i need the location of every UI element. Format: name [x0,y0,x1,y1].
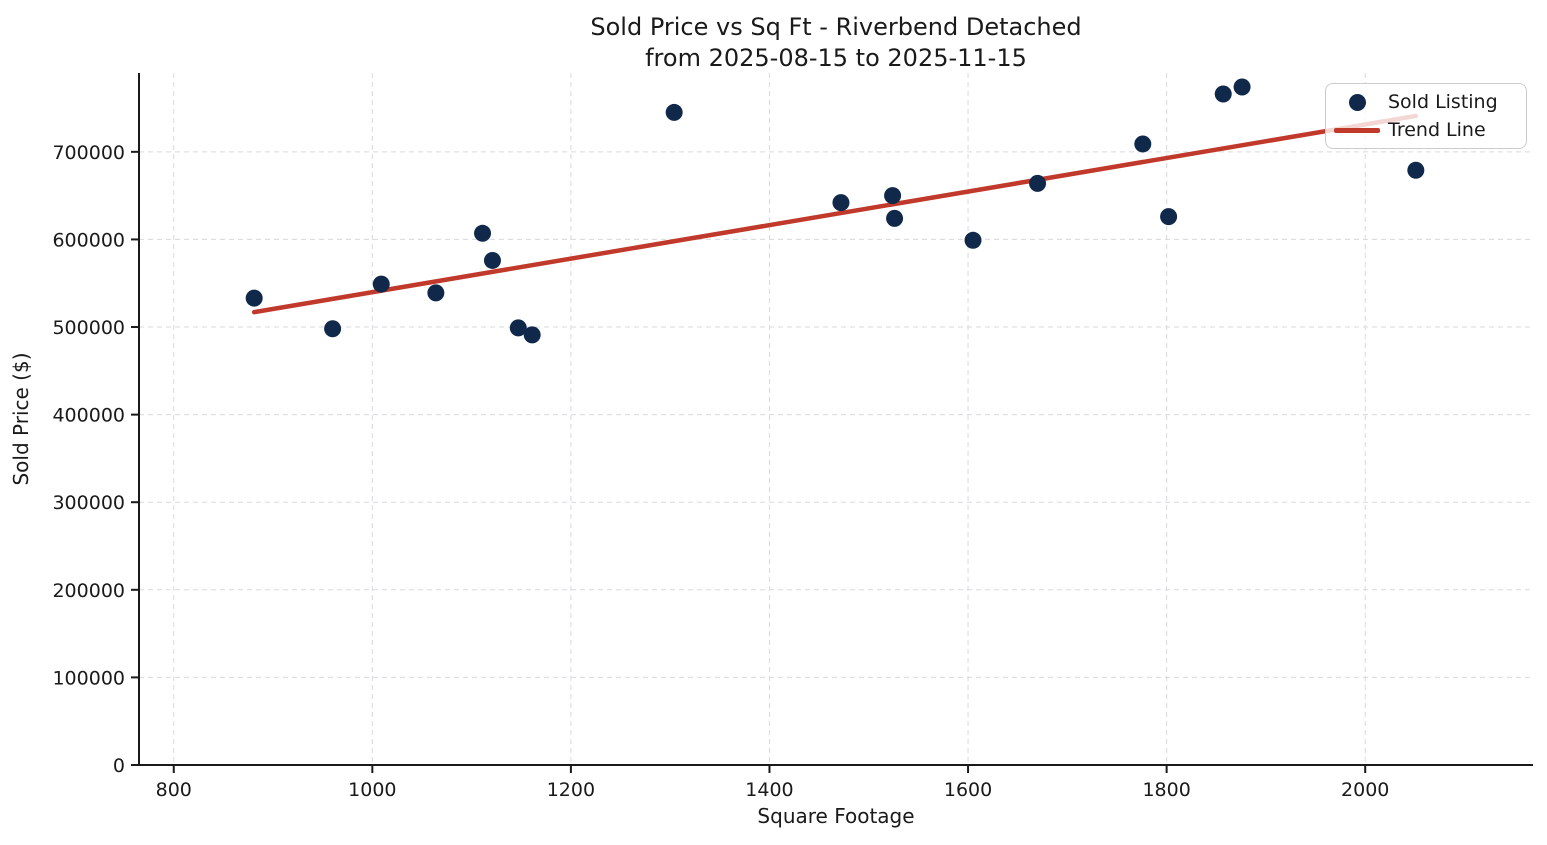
x-tick-label: 1800 [1142,779,1190,801]
x-tick-label: 1000 [348,779,396,801]
y-tick-label: 100000 [52,667,125,689]
x-tick-label: 1200 [547,779,595,801]
x-axis-label: Square Footage [757,804,915,828]
data-point [324,320,342,338]
legend-item-trend-line: Trend Line [1326,117,1526,143]
data-point [886,209,904,227]
data-point [964,231,982,249]
chart-title: Sold Price vs Sq Ft - Riverbend Detached… [139,12,1533,74]
x-tick-label: 2000 [1341,779,1389,801]
y-tick-label: 0 [113,755,125,777]
data-point [523,326,541,344]
legend-label: Sold Listing [1388,91,1498,113]
data-point [427,284,445,302]
x-tick-label: 1400 [745,779,793,801]
data-point [665,103,683,121]
legend: Sold Listing Trend Line [1325,83,1527,149]
trend-line-marker-icon [1326,127,1388,133]
data-point [245,289,263,307]
sold-listing-marker-icon [1326,93,1388,111]
data-point [832,194,850,212]
legend-item-sold-listing: Sold Listing [1326,89,1526,115]
data-point [1134,135,1152,153]
data-point [1233,78,1251,96]
trend-line-icon [1334,127,1380,133]
data-point [509,319,527,337]
x-tick-label: 800 [156,779,192,801]
legend-label: Trend Line [1388,119,1486,141]
data-point [884,187,902,205]
chart-title-line2: from 2025-08-15 to 2025-11-15 [645,44,1027,72]
data-point [483,251,501,269]
y-tick-label: 500000 [52,317,125,339]
y-tick-label: 700000 [52,142,125,164]
chart-title-line1: Sold Price vs Sq Ft - Riverbend Detached [590,13,1082,41]
data-point [474,224,492,242]
y-tick-label: 400000 [52,405,125,427]
scatter-dot-icon [1348,93,1366,111]
data-point [1407,161,1425,179]
y-tick-label: 200000 [52,580,125,602]
y-tick-label: 600000 [52,229,125,251]
data-point [1160,208,1178,226]
data-point [1029,174,1047,192]
y-axis-label: Sold Price ($) [9,352,33,486]
trend-line [251,113,1419,315]
data-point [1214,85,1232,103]
y-tick-label: 300000 [52,492,125,514]
data-point [372,275,390,293]
x-tick-label: 1600 [944,779,992,801]
